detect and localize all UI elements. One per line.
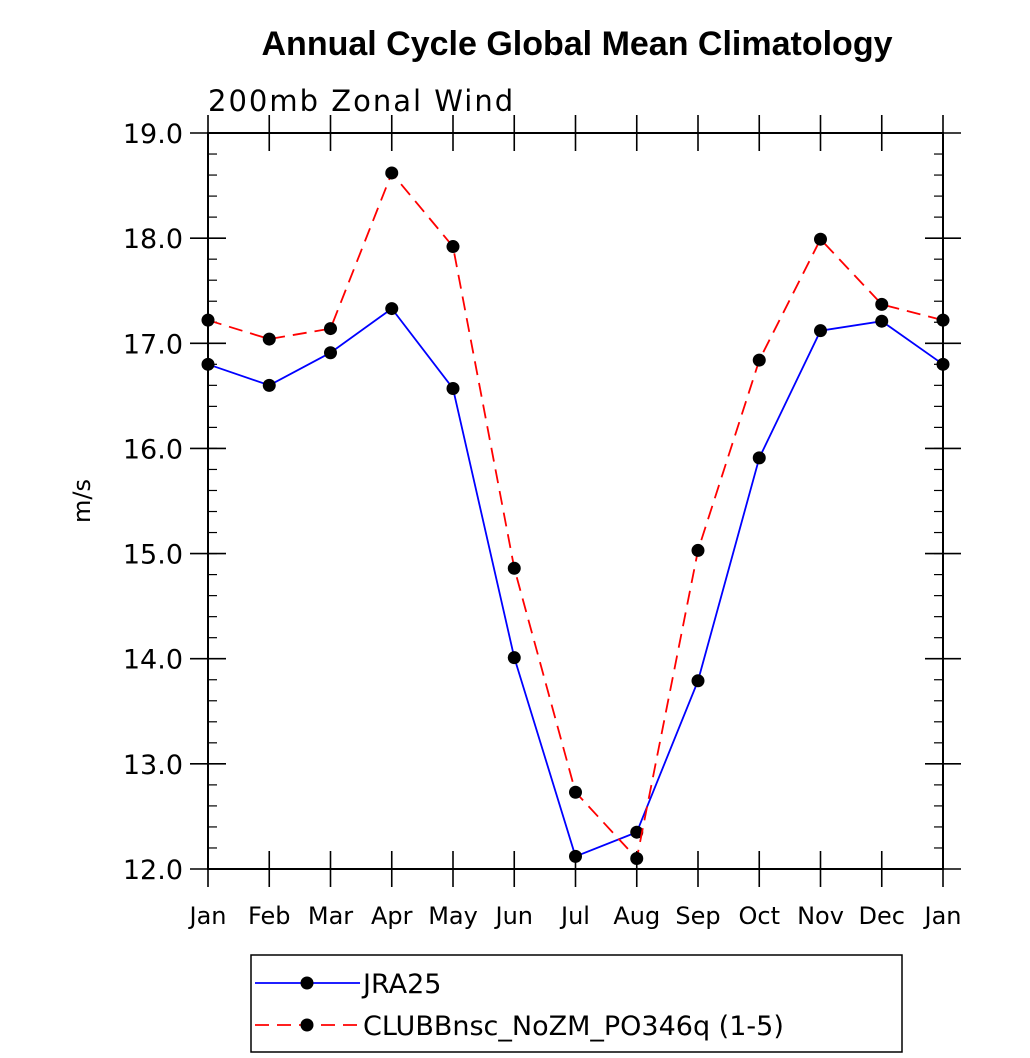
x-tick-label: Jan [923,902,962,930]
series-2-point [691,543,705,557]
series-1-point [446,381,460,395]
plot-frame [207,132,944,870]
series-layer [201,166,950,865]
y-axis: 12.0 13.0 14.0 15.0 16.0 17.0 18.0 19.0 [123,119,961,886]
series-1-point [324,346,337,360]
x-tick-label: Jul [559,902,590,930]
legend-items: JRA25 CLUBBnsc_NoZM_PO346q (1-5) [255,969,784,1042]
series-1-point [385,302,399,316]
chart-subtitle: 200mb Zonal Wind [208,84,515,118]
series-1-point [507,651,521,665]
y-axis-label-group: m/s [68,479,96,523]
legend-marker-2 [300,1018,314,1032]
x-tick-label: Oct [739,902,781,930]
y-tick-label: 18.0 [123,224,183,255]
x-tick-label: Nov [797,902,844,930]
x-tick-label: Sep [675,902,720,930]
x-tick-label: Feb [248,902,291,930]
y-tick-label: 15.0 [123,540,183,571]
series-line-1 [207,307,944,858]
legend-label-2: CLUBBnsc_NoZM_PO346q (1-5) [363,1011,784,1042]
legend: JRA25 CLUBBnsc_NoZM_PO346q (1-5) [250,954,903,1053]
y-tick-label: 14.0 [123,645,183,676]
x-tick-label: Jun [494,902,534,930]
series-2-point [875,297,889,311]
x-tick-label: Jan [188,902,227,930]
series-1-point [630,825,644,839]
series-2-point [814,232,827,246]
series-1-point [752,451,766,465]
series-2-point [446,240,460,254]
legend-label-1: JRA25 [361,969,441,1000]
legend-marker-1 [300,976,314,990]
series-2-point [569,785,582,799]
series-2-point [630,851,644,865]
x-axis: Jan Feb Mar Apr May Jun Jul Aug Sep Oct Nov Dec Jan [188,115,962,930]
chart-title: Annual Cycle Global Mean Climatology [262,25,893,63]
y-tick-label: 19.0 [123,119,183,150]
series-2-point [324,322,337,336]
x-tick-label: May [428,902,478,930]
x-tick-label: Apr [371,902,413,930]
series-2-point [385,166,399,180]
series-1-point [814,324,827,338]
y-axis-label: m/s [68,479,96,523]
series-1-point [569,849,582,863]
series-1-point [875,314,889,328]
y-tick-label: 17.0 [123,329,183,360]
x-tick-label: Dec [859,902,905,930]
legend-box [250,954,903,1053]
minor-ticks [208,132,943,870]
y-tick-label: 12.0 [123,855,183,886]
x-tick-label: Mar [308,902,353,930]
series-line-2 [207,171,944,861]
series-1-point [262,378,276,392]
y-tick-label: 16.0 [123,434,183,465]
series-1-point [691,674,705,688]
y-tick-label: 13.0 [123,750,183,781]
series-2-point [262,332,276,346]
x-tick-label: Aug [613,902,660,930]
series-2-point [752,353,766,367]
series-2-point [507,561,521,575]
